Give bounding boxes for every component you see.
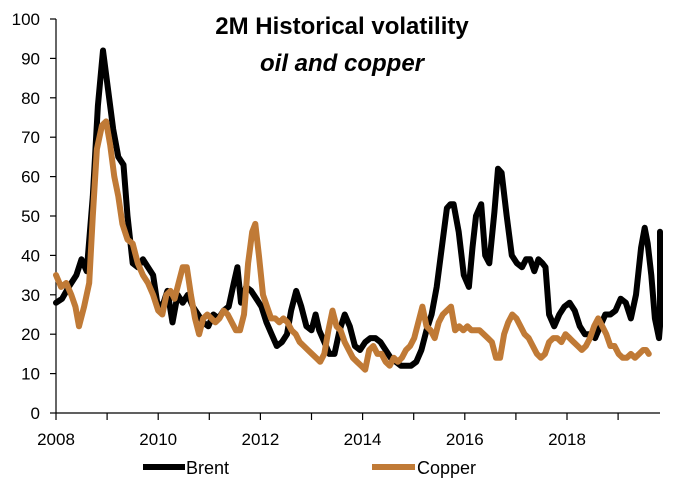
y-tick-label: 40 <box>21 246 40 265</box>
legend: Brent Copper <box>143 458 476 478</box>
series-line-copper <box>53 118 652 373</box>
y-tick-label: 30 <box>21 286 40 305</box>
y-ticks: 0 10 20 30 40 50 60 70 80 90 100 <box>12 10 56 423</box>
y-tick-label: 100 <box>12 10 40 29</box>
y-tick-label: 60 <box>21 168 40 187</box>
y-tick-label: 10 <box>21 365 40 384</box>
legend-label-copper: Copper <box>417 458 476 478</box>
x-tick-label: 2016 <box>446 430 484 449</box>
x-tick-label: 2012 <box>241 430 279 449</box>
x-tick-label: 2010 <box>139 430 177 449</box>
y-tick-label: 20 <box>21 325 40 344</box>
y-tick-label: 70 <box>21 128 40 147</box>
legend-label-brent: Brent <box>186 458 229 478</box>
x-ticks: 2008 2010 2012 2014 2016 2018 <box>37 413 619 449</box>
chart-title: 2M Historical volatility <box>215 13 469 40</box>
chart-subtitle: oil and copper <box>260 50 426 77</box>
x-tick-label: 2014 <box>344 430 382 449</box>
y-tick-label: 80 <box>21 89 40 108</box>
x-tick-label: 2018 <box>548 430 586 449</box>
series-line-brent <box>53 47 663 369</box>
y-tick-label: 90 <box>21 49 40 68</box>
y-tick-label: 50 <box>21 207 40 226</box>
y-tick-label: 0 <box>31 404 40 423</box>
x-tick-label: 2008 <box>37 430 75 449</box>
